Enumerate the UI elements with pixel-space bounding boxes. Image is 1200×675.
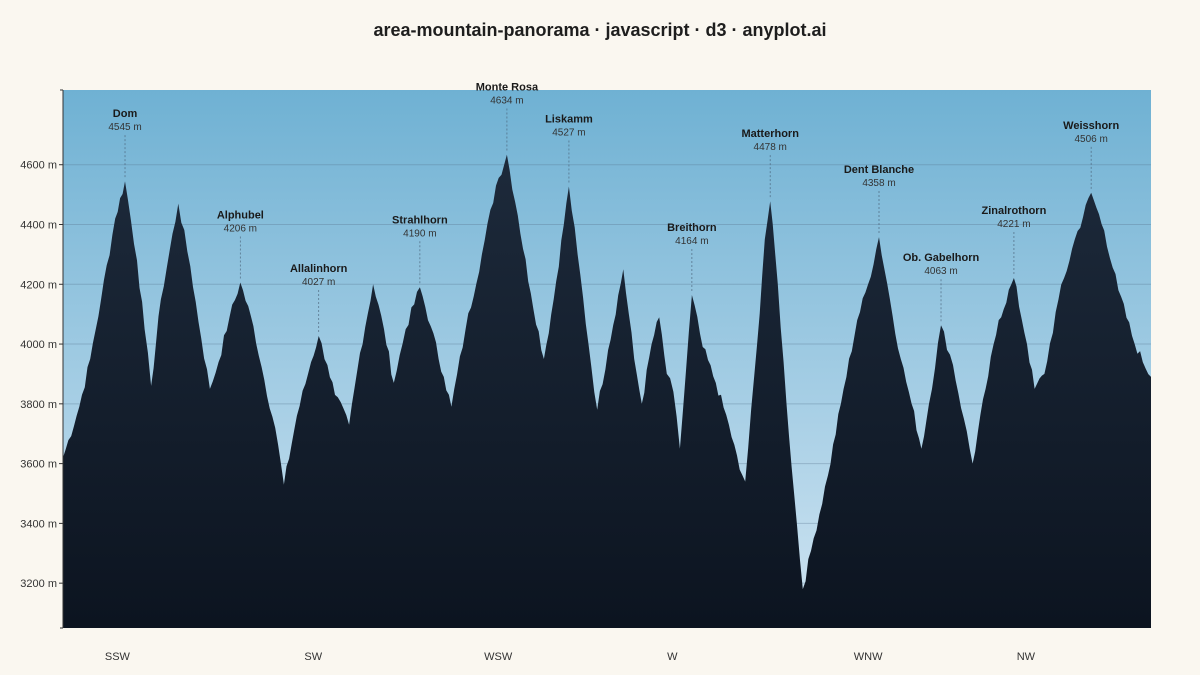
- peak-labels: Dom 4545 m Alphubel 4206 m Allalinhorn 4027 m…: [108, 82, 1119, 288]
- peak-elevation-label: 4190 m: [403, 228, 436, 239]
- y-tick-label: 3800 m: [20, 399, 57, 411]
- peak-elevation-label: 4527 m: [552, 128, 585, 139]
- peak-name-label: Weisshorn: [1063, 120, 1119, 132]
- peak-elevation-label: 4164 m: [675, 236, 708, 247]
- peak-name-label: Dent Blanche: [844, 164, 914, 176]
- direction-label: WNW: [854, 651, 883, 663]
- direction-label: NW: [1017, 651, 1036, 663]
- y-tick-label: 3400 m: [20, 518, 57, 530]
- y-tick-label: 4200 m: [20, 279, 57, 291]
- chart-title: area-mountain-panorama · javascript · d3…: [373, 20, 827, 40]
- peak-name-label: Zinalrothorn: [982, 205, 1047, 217]
- peak-elevation-label: 4027 m: [302, 277, 335, 288]
- peak-name-label: Liskamm: [545, 114, 593, 126]
- peak-elevation-label: 4063 m: [924, 266, 957, 277]
- y-tick-label: 4600 m: [20, 160, 57, 172]
- peak-elevation-label: 4478 m: [754, 142, 787, 153]
- peak-elevation-label: 4206 m: [224, 223, 257, 234]
- peak-name-label: Matterhorn: [741, 128, 799, 140]
- direction-label: SW: [304, 651, 322, 663]
- y-tick-label: 4000 m: [20, 339, 57, 351]
- peak-name-label: Breithorn: [667, 222, 717, 234]
- peak-elevation-label: 4221 m: [997, 219, 1030, 230]
- peak-name-label: Allalinhorn: [290, 263, 348, 275]
- peak-name-label: Strahlhorn: [392, 214, 448, 226]
- peak-elevation-label: 4545 m: [108, 122, 141, 133]
- y-tick-label: 4400 m: [20, 220, 57, 232]
- peak-elevation-label: 4506 m: [1074, 134, 1107, 145]
- peak-name-label: Monte Rosa: [476, 82, 539, 94]
- direction-label: WSW: [484, 651, 513, 663]
- peak-name-label: Ob. Gabelhorn: [903, 252, 980, 264]
- peak-name-label: Alphubel: [217, 209, 264, 221]
- mountain-silhouette: [63, 154, 1151, 628]
- peak-leader-lines: [124, 108, 1092, 334]
- peak-elevation-label: 4634 m: [490, 96, 523, 107]
- peak-name-label: Dom: [113, 108, 138, 120]
- y-tick-label: 3600 m: [20, 459, 57, 471]
- y-tick-label: 3200 m: [20, 578, 57, 590]
- direction-label: SSW: [105, 651, 131, 663]
- peak-elevation-label: 4358 m: [862, 178, 895, 189]
- compass-direction-labels: SSW SW WSW W WNW NW: [105, 651, 1036, 663]
- y-axis: 3200 m 3400 m 3600 m 3800 m 4000 m 4200 m 4400…: [20, 89, 64, 629]
- direction-label: W: [667, 651, 678, 663]
